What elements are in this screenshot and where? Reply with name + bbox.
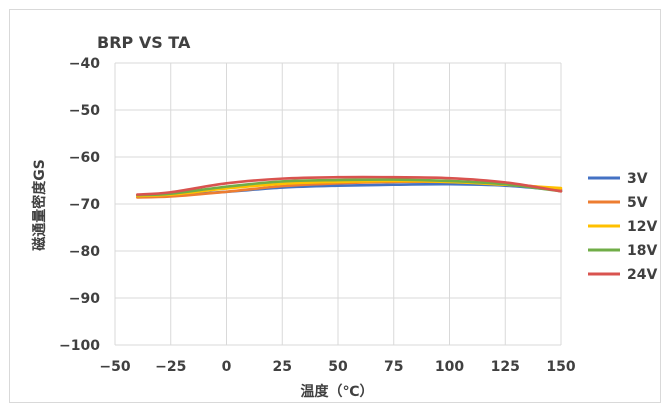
x-tick-label: 25	[273, 359, 292, 375]
x-tick-label: −50	[99, 359, 130, 375]
x-tick-label: 0	[222, 359, 232, 375]
x-tick-label: 150	[546, 359, 575, 375]
y-tick-label: −40	[69, 56, 100, 72]
x-tick-label: −25	[155, 359, 186, 375]
y-tick-label: −80	[69, 244, 100, 260]
series-line-24v	[136, 175, 563, 196]
y-tick-label: −90	[69, 291, 100, 307]
y-tick-label: −50	[69, 103, 100, 119]
series-line-18v	[136, 178, 563, 197]
y-tick-labels: −40 −50 −60 −70 −80 −90 −100	[59, 56, 100, 354]
x-tick-label: 100	[435, 359, 464, 375]
x-tick-label: 125	[491, 359, 520, 375]
legend-label-5v: 5V	[627, 195, 648, 211]
legend-label-18v: 18V	[627, 243, 657, 259]
series-lines	[136, 175, 563, 199]
y-tick-label: −70	[69, 197, 100, 213]
chart-title: BRP VS TA	[97, 33, 191, 52]
y-tick-label: −60	[69, 150, 100, 166]
x-axis-label: 温度（℃）	[301, 383, 374, 400]
grid	[114, 62, 562, 346]
y-tick-label: −100	[59, 338, 100, 354]
legend-label-24v: 24V	[627, 267, 657, 283]
legend-label-12v: 12V	[627, 219, 657, 235]
x-tick-label: 50	[328, 359, 348, 375]
x-tick-labels: −50 −25 0 25 50 75 100 125 150	[99, 359, 575, 375]
chart-frame	[9, 9, 661, 403]
legend-label-3v: 3V	[627, 171, 648, 187]
y-axis-label: 磁通量密度GS	[31, 159, 48, 251]
legend: 3V 5V 12V 18V 24V	[588, 171, 657, 283]
x-tick-label: 75	[384, 359, 403, 375]
